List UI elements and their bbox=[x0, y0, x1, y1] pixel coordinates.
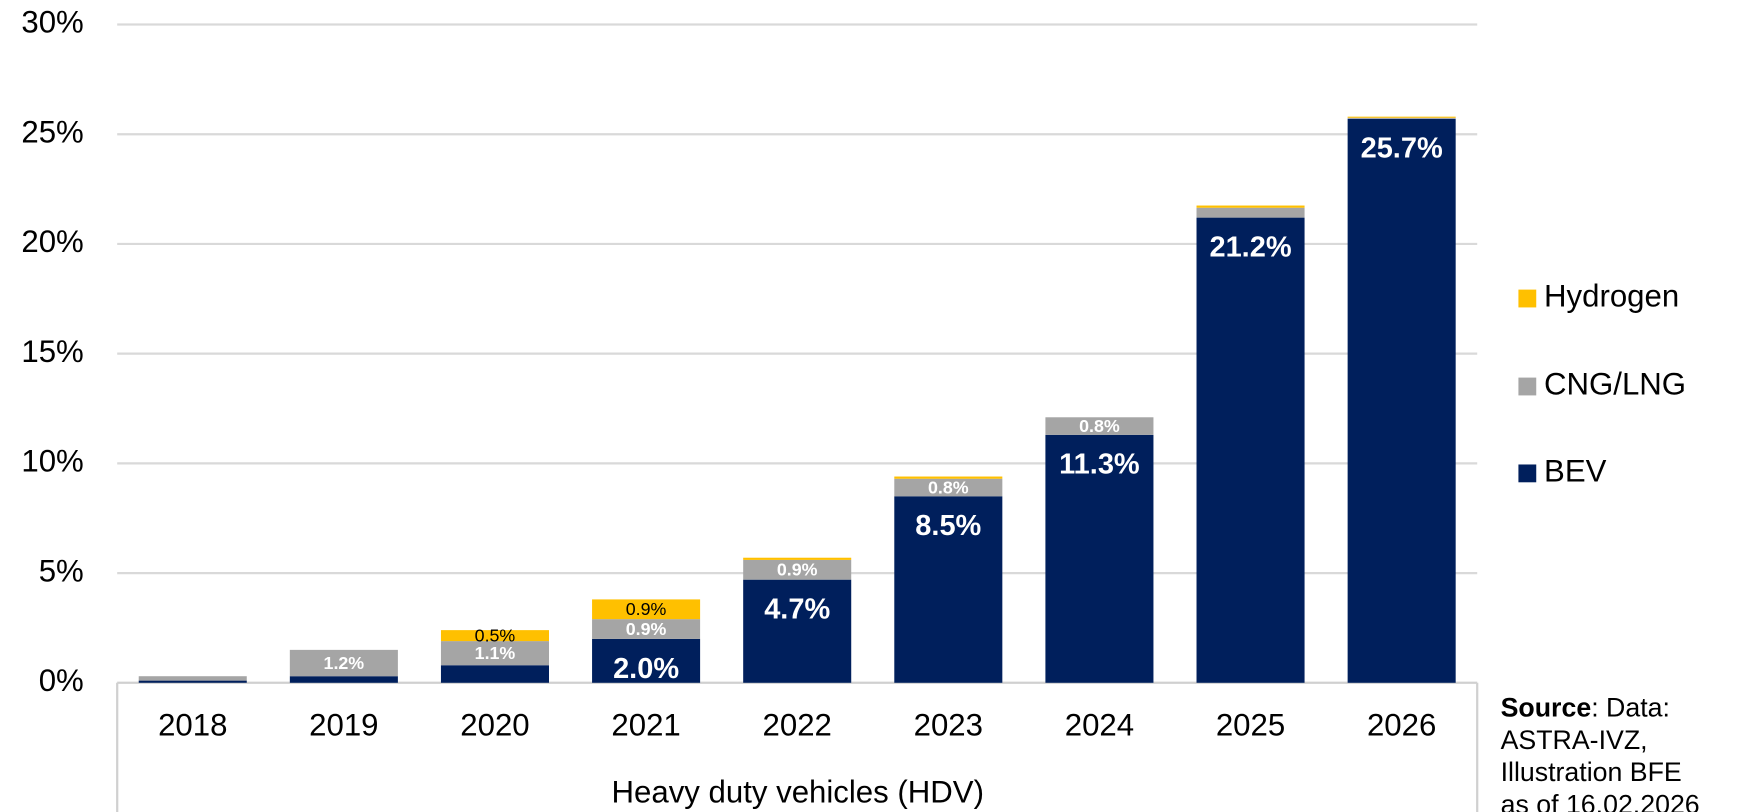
data-label: 4.7% bbox=[764, 594, 830, 626]
bar-segment bbox=[894, 496, 1003, 683]
bar-segment bbox=[592, 599, 701, 620]
bar-segment bbox=[138, 680, 247, 683]
bar-segment bbox=[440, 665, 549, 683]
x-tick-label: 2023 bbox=[914, 708, 983, 743]
bar-segment bbox=[138, 676, 247, 681]
source-line: as of 16.02.2026 bbox=[1501, 789, 1700, 812]
bar-segment bbox=[289, 676, 398, 683]
bar-segment bbox=[1347, 117, 1456, 119]
x-tick-label: 2025 bbox=[1216, 708, 1285, 743]
bar-segment bbox=[1045, 434, 1154, 683]
legend-label: Hydrogen bbox=[1544, 279, 1679, 314]
bar-segment bbox=[1196, 205, 1305, 208]
y-tick-label: 20% bbox=[21, 224, 83, 259]
bar-segment bbox=[440, 630, 549, 642]
data-label: 21.2% bbox=[1209, 231, 1291, 263]
data-label: 25.7% bbox=[1361, 133, 1443, 165]
legend-swatch bbox=[1518, 377, 1537, 396]
y-tick-label: 30% bbox=[21, 5, 83, 40]
source-bold: Source bbox=[1501, 693, 1592, 723]
bar-segment bbox=[592, 638, 701, 683]
data-label: 8.5% bbox=[915, 510, 981, 542]
y-tick-label: 10% bbox=[21, 444, 83, 479]
bar-segment bbox=[1347, 116, 1456, 118]
data-label: 0.9% bbox=[626, 619, 667, 639]
data-label: 1.1% bbox=[475, 643, 516, 663]
data-label: 1.2% bbox=[324, 653, 365, 673]
x-tick-label: 2024 bbox=[1065, 708, 1134, 743]
data-label: 0.9% bbox=[777, 560, 818, 580]
y-tick-label: 25% bbox=[21, 114, 83, 149]
data-label: 11.3% bbox=[1059, 449, 1140, 481]
data-label: 2.0% bbox=[613, 653, 679, 685]
source-line: Illustration BFE bbox=[1501, 757, 1682, 787]
legend-swatch bbox=[1518, 464, 1537, 483]
y-tick-label: 5% bbox=[39, 553, 84, 588]
bar-segment bbox=[894, 478, 1003, 497]
x-tick-label: 2026 bbox=[1367, 708, 1436, 743]
legend-label: BEV bbox=[1544, 454, 1607, 489]
data-label: 0.5% bbox=[475, 625, 516, 645]
bar-segment bbox=[1045, 417, 1154, 435]
bar-segment bbox=[894, 476, 1003, 479]
x-tick-label: 2019 bbox=[309, 708, 378, 743]
bar-segment bbox=[289, 649, 398, 677]
bar-segment bbox=[440, 641, 549, 666]
data-label: 0.9% bbox=[626, 599, 667, 619]
data-label: 0.8% bbox=[1079, 416, 1120, 436]
x-tick-label: 2021 bbox=[611, 708, 680, 743]
bar-segment bbox=[743, 559, 852, 580]
y-tick-label: 0% bbox=[39, 663, 84, 698]
bar-segment bbox=[743, 557, 852, 560]
bar-segment bbox=[1196, 217, 1305, 683]
x-tick-label: 2022 bbox=[763, 708, 832, 743]
source-note: Source: Data: ASTRA-IVZ, Illustration BFE a… bbox=[1501, 693, 1700, 812]
x-axis-title: Heavy duty vehicles (HDV) bbox=[612, 774, 984, 809]
source-line: ASTRA-IVZ, bbox=[1501, 725, 1648, 755]
legend-swatch bbox=[1518, 289, 1537, 308]
bar-segment bbox=[1347, 118, 1456, 683]
x-tick-label: 2018 bbox=[158, 708, 227, 743]
source-line: : Data: bbox=[1591, 693, 1670, 723]
bar-segment bbox=[592, 619, 701, 639]
y-tick-label: 15% bbox=[21, 334, 83, 369]
legend-label: CNG/LNG bbox=[1544, 367, 1686, 402]
data-label: 0.8% bbox=[928, 477, 969, 497]
x-tick-label: 2020 bbox=[460, 708, 529, 743]
bar-segment bbox=[1196, 207, 1305, 218]
bar-segment bbox=[743, 579, 852, 683]
